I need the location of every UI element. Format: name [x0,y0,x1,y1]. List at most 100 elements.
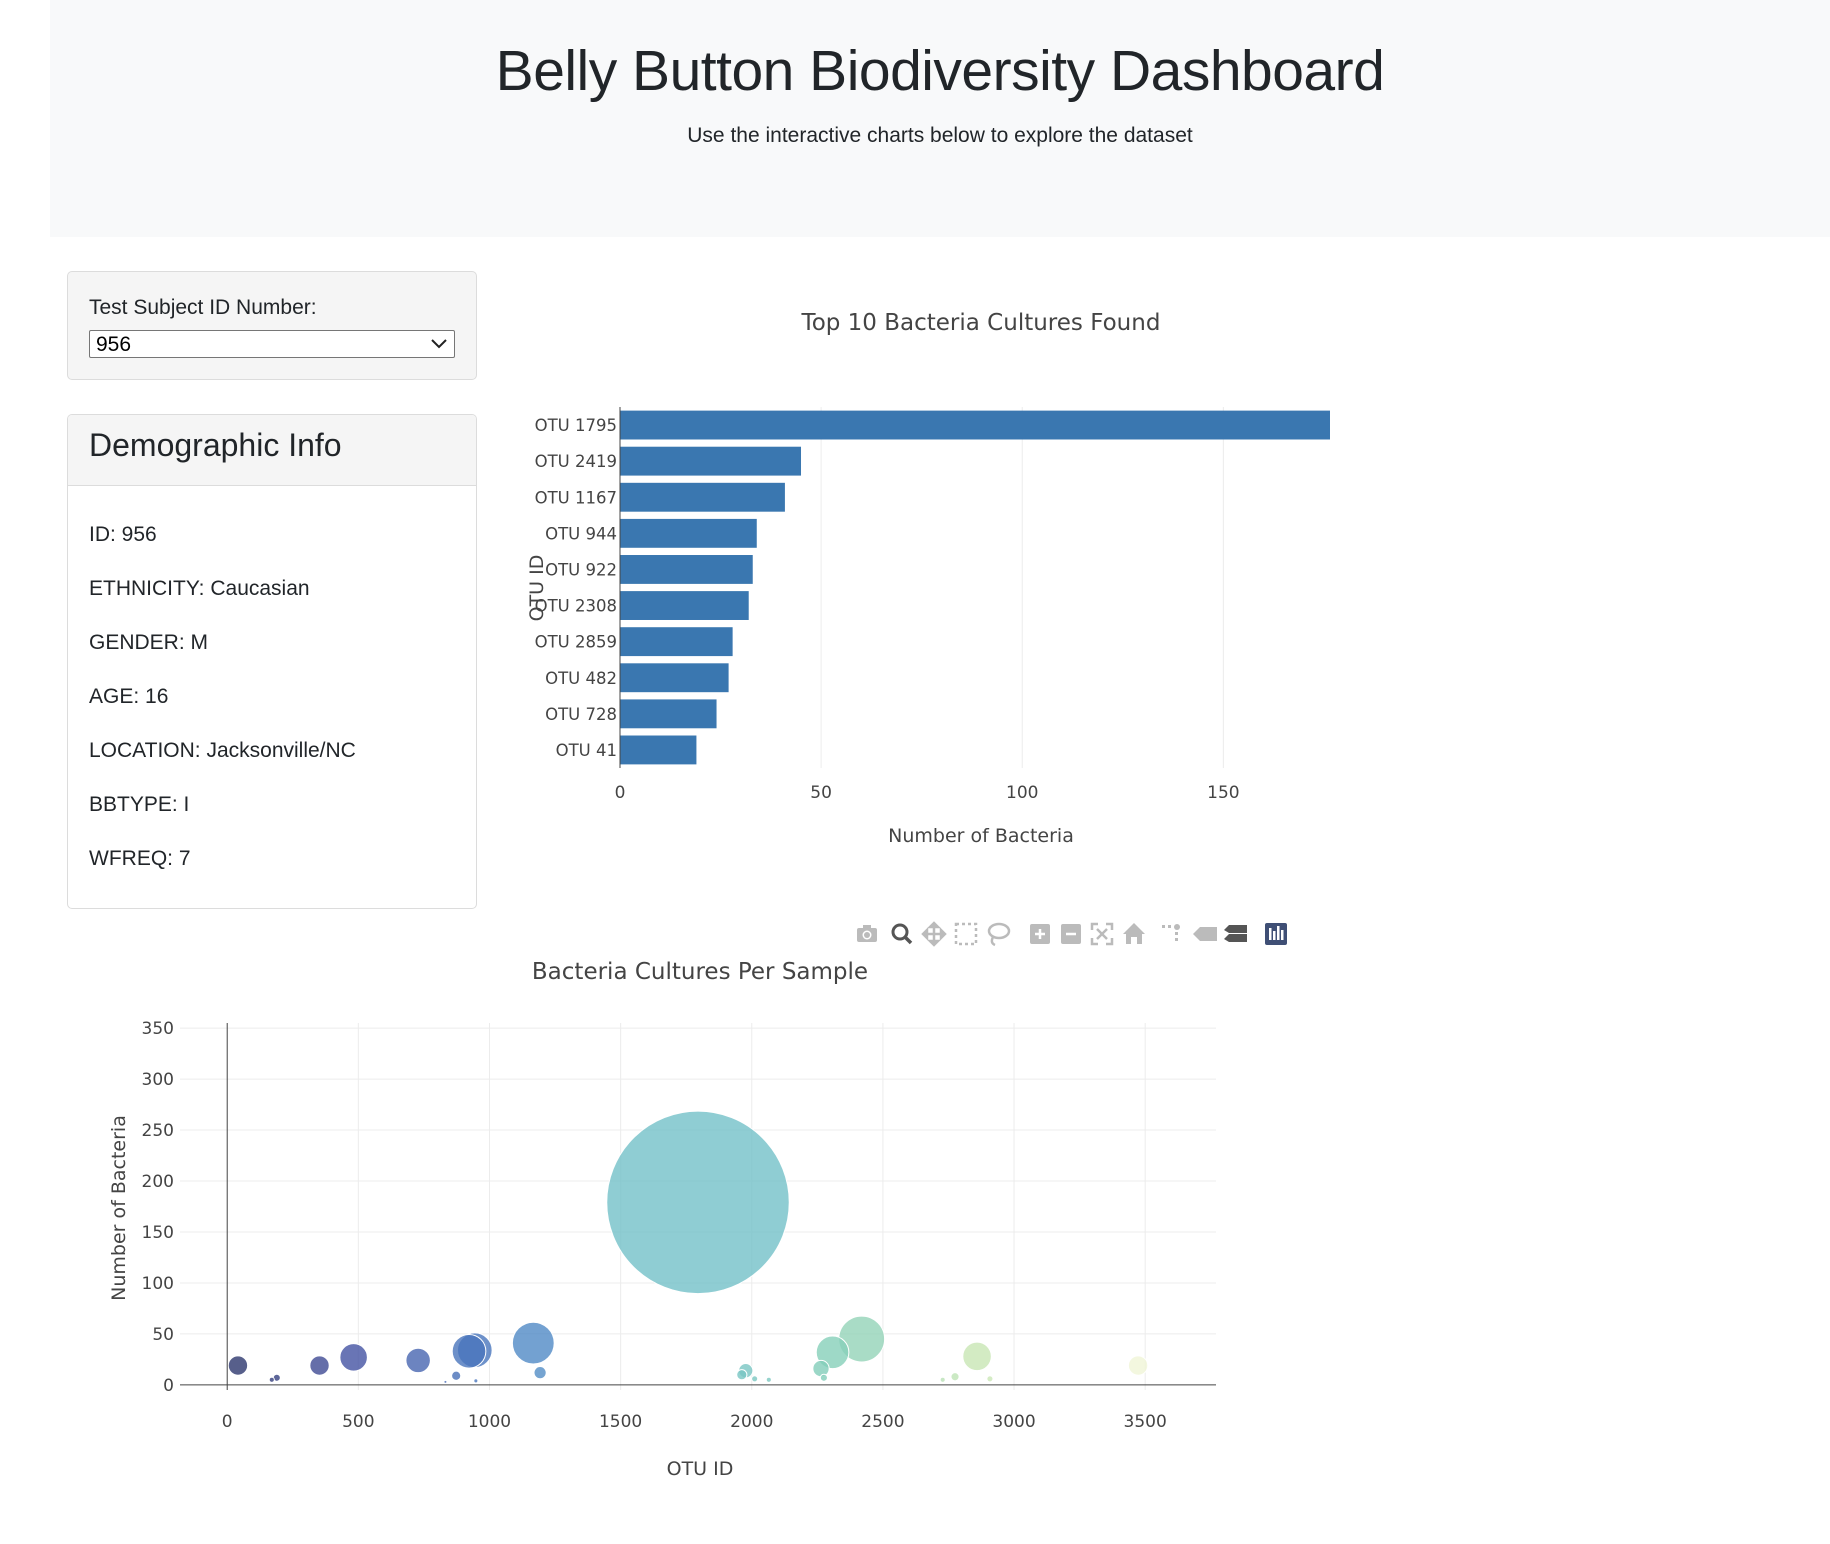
bubble-mark[interactable] [227,1355,249,1376]
bar-chart[interactable]: Top 10 Bacteria Cultures Found OTU 1795 O… [510,290,1330,860]
bubble-y-tick-label: 300 [142,1070,174,1090]
bubble-x-tick-label: 2500 [861,1412,904,1432]
bubble-mark[interactable] [1127,1355,1149,1376]
page-subtitle: Use the interactive charts below to expl… [687,124,1193,147]
bubble-y-tick-label: 50 [152,1325,174,1345]
bar-mark[interactable] [620,446,802,476]
lasso-icon[interactable] [987,922,1011,947]
spike-lines-icon[interactable] [1162,924,1180,941]
demographic-item: AGE: 16 [89,685,169,708]
bubble-mark[interactable] [819,1373,828,1382]
autoscale-icon[interactable] [1090,922,1114,946]
bubble-x-tick-label: 2000 [730,1412,773,1432]
zoom-icon[interactable] [891,923,913,945]
bubble-x-tick-label: 0 [222,1412,233,1432]
bar-mark[interactable] [620,627,733,657]
chevron-down-icon [431,339,447,349]
bar-category-label: OTU 41 [556,741,617,760]
bar-mark[interactable] [620,482,785,512]
bubble-y-tick-label: 250 [142,1121,174,1141]
bar-category-label: OTU 728 [545,705,617,724]
subject-selector-label: Test Subject ID Number: [89,296,317,319]
bar-category-label: OTU 1795 [535,416,617,435]
bubble-y-tick-label: 350 [142,1019,174,1039]
bar-mark[interactable] [620,518,757,548]
bubble-mark[interactable] [309,1355,330,1376]
bar-mark[interactable] [620,591,749,620]
bar-mark[interactable] [620,410,1330,440]
reset-axes-icon[interactable] [1123,923,1145,944]
bubble-mark[interactable] [939,1376,946,1383]
bubble-mark[interactable] [986,1375,994,1383]
plotly-logo-icon[interactable] [1265,923,1287,945]
demographic-panel: Demographic Info ID: 956 ETHNICITY: Cauc… [67,414,477,909]
bar-mark[interactable] [620,699,717,729]
header-jumbotron: Belly Button Biodiversity Dashboard Use … [50,0,1830,237]
bubble-x-tick-label: 3500 [1124,1412,1167,1432]
bar-x-tick-label: 0 [615,783,626,803]
bar-mark[interactable] [620,663,729,693]
demographic-item: WFREQ: 7 [89,847,191,870]
bubble-mark[interactable] [451,1370,462,1381]
demographic-item: ID: 956 [89,523,157,546]
bar-category-label: OTU 2308 [535,597,617,616]
box-select-icon[interactable] [954,922,978,946]
bubble-mark[interactable] [473,1378,479,1384]
subject-selector-well: Test Subject ID Number: 956 [67,271,477,380]
bubble-y-tick-label: 200 [142,1172,174,1192]
zoom-in-icon[interactable] [1030,924,1050,944]
bar-category-label: OTU 922 [545,560,617,579]
bubble-mark[interactable] [268,1376,275,1383]
bubble-mark[interactable] [815,1335,850,1370]
bubble-mark[interactable] [443,1379,448,1384]
bubble-y-tick-label: 0 [163,1376,174,1396]
bar-x-tick-label: 100 [1006,783,1038,803]
bubble-y-tick-label: 100 [142,1274,174,1294]
demographic-item: BBTYPE: I [89,793,190,816]
hover-compare-icon[interactable] [1224,925,1247,942]
bubble-x-axis-title: OTU ID [667,1458,734,1480]
bubble-chart[interactable]: Bacteria Cultures Per Sample 0 50 100 150 20… [80,915,1330,1495]
bar-x-tick-label: 50 [810,783,832,803]
bubble-x-tick-label: 1000 [468,1412,511,1432]
bubble-x-tick-label: 500 [342,1412,374,1432]
bubble-x-tick-label: 3000 [992,1412,1035,1432]
pan-icon[interactable] [921,921,947,947]
bubble-mark[interactable] [339,1343,368,1372]
bubble-mark[interactable] [533,1366,547,1380]
bubble-y-tick-label: 150 [142,1223,174,1243]
bar-x-axis-title: Number of Bacteria [888,825,1074,847]
demographic-item: GENDER: M [89,631,209,654]
bar-category-label: OTU 2419 [535,452,617,471]
bar-chart-title: Top 10 Bacteria Cultures Found [801,310,1161,336]
bubble-mark[interactable] [962,1341,992,1372]
bubble-chart-title: Bacteria Cultures Per Sample [532,959,868,985]
bubble-mark[interactable] [405,1347,431,1374]
page-title: Belly Button Biodiversity Dashboard [495,39,1385,103]
demographic-item: LOCATION: Jacksonville/NC [89,739,356,762]
bubble-mark[interactable] [736,1369,748,1381]
bar-category-label: OTU 482 [545,669,617,688]
bubble-mark[interactable] [511,1321,555,1365]
bubble-mark[interactable] [751,1375,759,1383]
bubble-x-tick-label: 1500 [599,1412,642,1432]
bubble-mark[interactable] [451,1333,487,1369]
bubble-mark[interactable] [950,1372,960,1382]
hover-closest-icon[interactable] [1193,927,1217,941]
subject-id-value: 956 [96,333,132,356]
bar-mark[interactable] [620,735,697,765]
demographic-title: Demographic Info [89,427,342,463]
bar-category-label: OTU 2859 [535,633,617,652]
demographic-panel-header: Demographic Info [68,415,476,486]
bubble-mark[interactable] [606,1110,790,1295]
bar-mark[interactable] [620,555,753,584]
bubble-mark[interactable] [765,1376,772,1383]
demographic-item: ETHNICITY: Caucasian [89,577,310,600]
camera-icon[interactable] [857,925,877,942]
zoom-out-icon[interactable] [1061,924,1081,944]
subject-id-select[interactable]: 956 [89,330,455,358]
bubble-mark[interactable] [812,1359,830,1378]
bar-category-label: OTU 944 [545,524,617,543]
plotly-modebar [857,921,1287,947]
bar-x-tick-label: 150 [1207,783,1239,803]
